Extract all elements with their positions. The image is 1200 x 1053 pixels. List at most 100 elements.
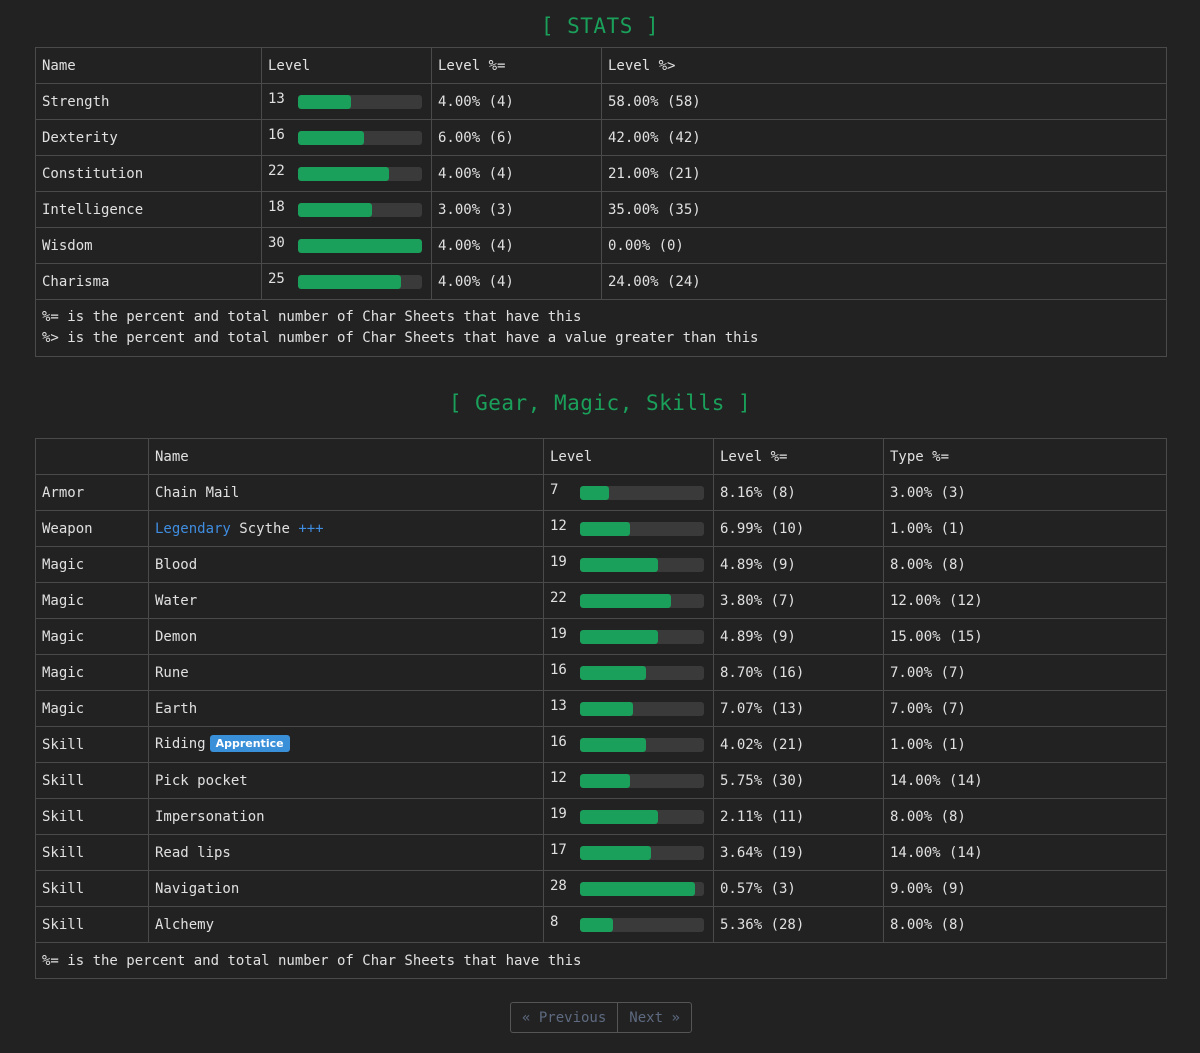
stat-level-eq: 3.00% (3)	[431, 191, 602, 228]
item-name: Read lips	[155, 844, 231, 861]
level-display: 16	[550, 734, 707, 753]
item-type: Skill	[35, 870, 149, 907]
item-name: Pick pocket	[155, 772, 248, 789]
level-bar	[580, 485, 704, 500]
stat-level-gt: 24.00% (24)	[601, 263, 1167, 300]
level-display: 16	[550, 662, 707, 681]
level-bar	[580, 665, 704, 680]
item-name-cell: Water	[148, 582, 544, 619]
stat-level-eq: 4.00% (4)	[431, 83, 602, 120]
gear-row: Skill Pick pocket 12 5.75% (30) 14.00% (14)	[35, 762, 1167, 799]
note-eq: %= is the percent and total number of Ch…	[42, 309, 582, 325]
level-cell: 12	[543, 762, 714, 799]
gear-header-row: Name Level Level %= Type %=	[35, 438, 1167, 475]
item-name-cell: Earth	[148, 690, 544, 727]
level-cell: 13	[543, 690, 714, 727]
level-cell: 30	[261, 227, 432, 264]
previous-button[interactable]: « Previous	[522, 1010, 607, 1026]
level-value: 19	[550, 553, 567, 570]
level-bar	[298, 130, 422, 145]
col-header-type	[35, 438, 149, 475]
level-bar-fill	[580, 557, 659, 572]
level-cell: 16	[261, 119, 432, 156]
gear-row: Skill Riding Apprentice 16 4.02% (21) 1.00% (…	[35, 726, 1167, 763]
level-value: 16	[268, 126, 285, 143]
stat-level-gt: 0.00% (0)	[601, 227, 1167, 264]
stat-row: Intelligence 18 3.00% (3) 35.00% (35)	[35, 191, 1167, 228]
item-name-cell: Read lips	[148, 834, 544, 871]
item-type-eq: 7.00% (7)	[883, 654, 1167, 691]
item-type-eq: 8.00% (8)	[883, 546, 1167, 583]
level-bar-fill	[580, 809, 659, 824]
col-header-level: Level	[261, 47, 432, 84]
next-button[interactable]: Next »	[617, 1003, 691, 1032]
item-level-eq: 3.80% (7)	[713, 582, 884, 619]
stat-level-gt: 35.00% (35)	[601, 191, 1167, 228]
level-display: 19	[550, 806, 707, 825]
stats-header-row: Name Level Level %= Level %>	[35, 47, 1167, 84]
level-display: 12	[550, 517, 707, 537]
gear-note: %= is the percent and total number of Ch…	[35, 942, 1167, 979]
item-type-eq: 1.00% (1)	[883, 510, 1167, 547]
level-display: 13	[268, 91, 425, 110]
level-display: 30	[268, 234, 425, 254]
level-display: 28	[550, 877, 707, 897]
item-name: Rune	[155, 664, 189, 681]
stat-name: Charisma	[35, 263, 262, 300]
gear-row: Skill Navigation 28 0.57% (3) 9.00% (9)	[35, 870, 1167, 907]
level-bar-fill	[298, 166, 389, 181]
level-value: 12	[550, 517, 567, 534]
item-name: Water	[155, 592, 198, 609]
item-level-eq: 4.89% (9)	[713, 618, 884, 655]
level-value: 30	[268, 234, 285, 251]
level-value: 8	[550, 913, 559, 930]
item-name-cell: Impersonation	[148, 798, 544, 835]
item-type: Magic	[35, 654, 149, 691]
level-cell: 19	[543, 618, 714, 655]
item-type-eq: 8.00% (8)	[883, 798, 1167, 835]
level-display: 19	[550, 553, 707, 573]
item-name: Chain Mail	[155, 484, 240, 501]
level-cell: 8	[543, 906, 714, 943]
level-cell: 19	[543, 798, 714, 835]
level-value: 13	[550, 697, 567, 714]
level-bar-fill	[580, 881, 696, 896]
level-bar	[298, 274, 422, 289]
col-header-level-eq: Level %=	[713, 438, 884, 475]
col-header-type-eq: Type %=	[883, 438, 1167, 475]
col-header-name: Name	[35, 47, 262, 84]
stat-name: Strength	[35, 83, 262, 120]
level-display: 19	[550, 626, 707, 645]
stat-name: Wisdom	[35, 227, 262, 264]
level-value: 12	[550, 769, 567, 786]
col-header-level-eq: Level %=	[431, 47, 602, 84]
level-bar-fill	[298, 130, 364, 145]
stat-level-gt: 21.00% (21)	[601, 155, 1167, 192]
item-type: Weapon	[35, 510, 149, 547]
level-bar-fill	[580, 593, 671, 608]
level-bar-fill	[580, 629, 659, 644]
level-cell: 22	[261, 155, 432, 192]
level-value: 28	[550, 877, 567, 894]
item-name-cell: Rune	[148, 654, 544, 691]
item-name-cell: Chain Mail	[148, 474, 544, 511]
item-name: Riding	[155, 736, 206, 752]
item-name-cell: Riding Apprentice	[148, 726, 544, 763]
col-header-name: Name	[148, 438, 544, 475]
stat-level-eq: 4.00% (4)	[431, 155, 602, 192]
level-display: 22	[268, 163, 425, 182]
level-cell: 12	[543, 510, 714, 547]
level-value: 22	[550, 589, 567, 606]
level-value: 25	[268, 270, 285, 287]
gear-notes-row: %= is the percent and total number of Ch…	[35, 942, 1167, 979]
note-gt: %> is the percent and total number of Ch…	[42, 330, 759, 346]
item-name-cell: Pick pocket	[148, 762, 544, 799]
level-display: 25	[268, 270, 425, 290]
level-bar	[580, 917, 704, 932]
item-name: Alchemy	[155, 916, 215, 933]
level-display: 16	[268, 126, 425, 146]
level-bar	[580, 701, 704, 716]
item-type: Armor	[35, 474, 149, 511]
level-display: 12	[550, 769, 707, 789]
level-display: 13	[550, 697, 707, 717]
